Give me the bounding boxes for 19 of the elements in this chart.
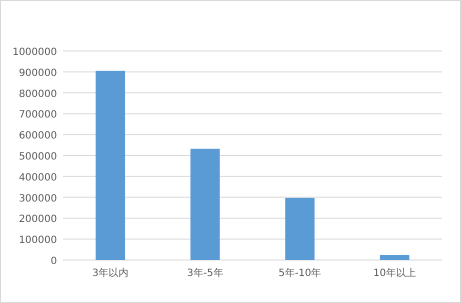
bar — [190, 148, 220, 260]
y-tick-label: 100000 — [18, 235, 57, 246]
x-tick-label: 5年-10年 — [278, 267, 322, 279]
x-tick-label: 10年以上 — [373, 267, 416, 279]
y-tick-label: 400000 — [18, 172, 57, 184]
bar — [96, 70, 126, 260]
y-tick-label: 200000 — [18, 214, 57, 226]
y-tick-label: 500000 — [18, 152, 57, 162]
y-tick-label: 300000 — [18, 193, 57, 204]
y-tick-label: 700000 — [18, 110, 57, 121]
y-tick-label: 1000000 — [12, 47, 57, 58]
bar — [285, 198, 315, 260]
y-tick-label: 800000 — [18, 88, 57, 100]
bar — [380, 254, 410, 260]
x-tick-label: 3年以内 — [92, 267, 129, 279]
y-tick-label: 0 — [50, 256, 57, 267]
x-tick-label: 3年-5年 — [186, 267, 224, 279]
y-tick-label: 600000 — [18, 130, 57, 142]
y-tick-label: 900000 — [18, 68, 57, 79]
